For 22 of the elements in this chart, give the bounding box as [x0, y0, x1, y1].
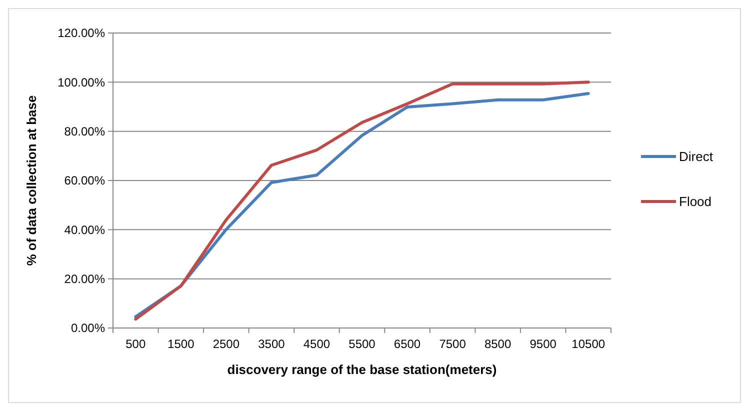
y-tick-label: 0.00% [70, 321, 106, 336]
x-tick-label: 6500 [394, 337, 421, 351]
x-tick-label: 9500 [530, 337, 557, 351]
y-tick-label: 120.00% [58, 26, 106, 40]
legend-label: Direct [679, 149, 714, 164]
legend-label: Flood [679, 194, 712, 210]
x-tick-label: 7500 [439, 337, 466, 351]
y-tick-label: 80.00% [64, 124, 106, 139]
x-tick-label: 2500 [212, 337, 240, 351]
y-tick-label: 60.00% [64, 174, 106, 188]
y-tick-label: 20.00% [64, 272, 106, 286]
x-tick-label: 4500 [303, 337, 330, 351]
y-tick-label: 100.00% [58, 75, 106, 90]
x-tick-label: 8500 [484, 337, 512, 351]
x-tick-label: 1500 [168, 337, 195, 351]
x-axis-title: discovery range of the base station(meters) [227, 362, 497, 377]
y-tick-label: 40.00% [64, 222, 106, 237]
x-tick-label: 3500 [258, 337, 286, 351]
y-axis-title: % of data collection at base [24, 95, 39, 266]
x-tick-label: 500 [126, 337, 146, 351]
x-tick-label: 10500 [572, 337, 606, 351]
x-tick-label: 5500 [348, 337, 376, 351]
